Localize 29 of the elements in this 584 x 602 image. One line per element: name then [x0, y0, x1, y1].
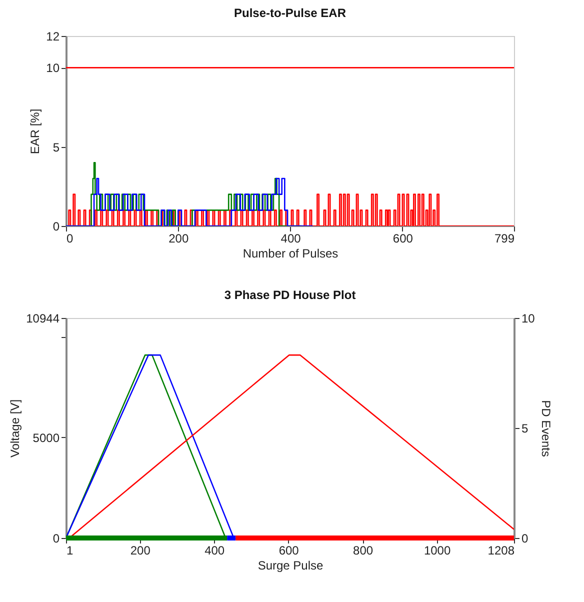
y-tick-label: 10944	[26, 312, 60, 326]
x-tick-label: 600	[278, 544, 300, 558]
x-tick-label: 400	[204, 544, 225, 558]
y-tick-label: 12	[46, 30, 60, 44]
y-tick-label: 10	[46, 61, 60, 76]
y-axis-title: EAR [%]	[28, 108, 42, 154]
y2-axis-title: PD Events	[538, 400, 553, 457]
y-tick-label: 5000	[32, 430, 60, 445]
x-tick-label: 1000	[424, 544, 451, 558]
chart-title: 3 Phase PD House Plot	[224, 288, 356, 302]
x-tick-label: 0	[66, 232, 74, 246]
x-axis-title: Surge Pulse	[258, 558, 324, 572]
y-tick-label: 0	[52, 532, 60, 546]
x-axis-title: Number of Pulses	[242, 246, 338, 260]
y-axis-title: Voltage [V]	[8, 399, 22, 458]
y-tick-label: 5	[52, 140, 60, 154]
x-tick-label: 600	[392, 232, 414, 246]
x-tick-label: 200	[130, 544, 151, 558]
y2-tick-label: 10	[522, 312, 536, 326]
chart-title: Pulse-to-Pulse EAR	[234, 6, 346, 20]
x-tick-label: 800	[353, 544, 374, 558]
x-tick-label: 400	[280, 232, 302, 246]
y-tick-label: 0	[52, 220, 60, 234]
x-tick-label: 200	[168, 232, 189, 246]
y2-tick-label: 0	[522, 532, 528, 546]
x-tick-label: 799	[494, 232, 515, 246]
x-tick-label: 1	[66, 544, 74, 558]
y2-tick-label: 5	[522, 422, 528, 436]
x-tick-label: 1208	[488, 544, 515, 558]
